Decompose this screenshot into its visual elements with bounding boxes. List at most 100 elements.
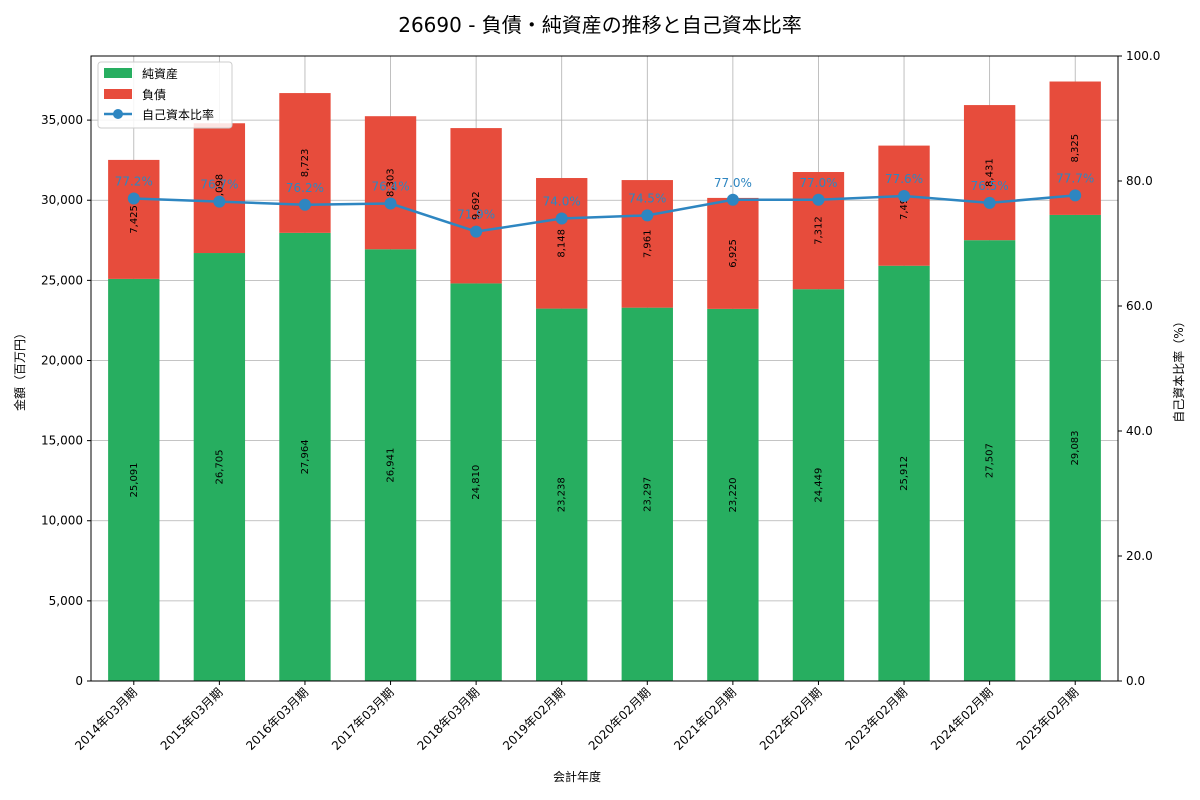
bar-liabilities	[193, 123, 246, 254]
x-tick-label: 2017年03月期	[329, 685, 397, 753]
y2-tick-label: 20.0	[1126, 549, 1153, 563]
y2-tick-label: 40.0	[1126, 424, 1153, 438]
bar-label-net-assets: 29,083	[1070, 430, 1081, 465]
ratio-value-label: 77.0%	[799, 176, 837, 190]
bar-liabilities	[450, 128, 502, 284]
x-tick-label: 2025年02月期	[1014, 685, 1082, 753]
y2-tick-label: 60.0	[1126, 299, 1153, 313]
bar-net-assets	[364, 249, 417, 681]
ratio-point	[1069, 189, 1082, 202]
x-tick-label: 2022年02月期	[757, 685, 825, 753]
ratio-point	[298, 198, 311, 211]
y-tick-label: 35,000	[41, 113, 83, 127]
ratio-value-label: 76.2%	[286, 181, 324, 195]
ratio-point	[384, 197, 397, 210]
bar-label-net-assets: 27,964	[300, 439, 311, 474]
y-tick-label: 10,000	[41, 514, 83, 528]
bar-net-assets	[963, 240, 1016, 682]
bar-net-assets	[878, 265, 930, 681]
ratio-value-label: 76.5%	[971, 179, 1009, 193]
legend-label-ratio: 自己資本比率	[142, 107, 214, 122]
bar-label-net-assets: 23,297	[642, 477, 653, 512]
ratio-point	[898, 190, 911, 202]
bar-label-net-assets: 23,220	[728, 477, 739, 512]
bar-label-liabilities: 7,312	[813, 216, 824, 245]
bar-label-liabilities: 8,723	[300, 149, 311, 178]
bar-label-liabilities: 8,098	[214, 174, 225, 203]
ratio-value-label: 74.0%	[543, 195, 581, 209]
bars-layer: 25,091 7,425 26,705 8,098 27,964 8,723 26,941 8…	[108, 81, 1101, 682]
bar-label-liabilities: 7,497	[899, 191, 910, 220]
ratio-point	[555, 212, 568, 225]
bar-label-liabilities: 9,692	[471, 191, 482, 220]
y-tick-label: 20,000	[41, 353, 83, 367]
x-axis-label: 会計年度	[553, 769, 601, 784]
ratio-value-label: 71.9%	[457, 208, 495, 222]
bar-net-assets	[536, 308, 588, 681]
bar-liabilities	[707, 197, 759, 309]
bar-label-net-assets: 25,091	[129, 462, 140, 497]
legend-swatch-net-assets	[104, 68, 132, 78]
x-tick-label: 2016年03月期	[243, 685, 311, 753]
bar-label-net-assets: 27,507	[985, 443, 996, 478]
y-tick-label: 30,000	[41, 193, 83, 207]
legend-swatch-liabilities	[104, 89, 132, 99]
bar-liabilities	[364, 116, 417, 250]
ratio-value-label: 74.5%	[628, 191, 666, 205]
x-tick-label: 2014年03月期	[72, 685, 140, 753]
bar-liabilities	[963, 105, 1016, 241]
y-tick-label: 15,000	[41, 434, 83, 448]
ratio-point	[983, 196, 996, 209]
legend-label-net-assets: 純資産	[142, 66, 178, 81]
ratio-point	[213, 195, 226, 208]
ratio-point	[641, 209, 654, 222]
bar-liabilities	[108, 159, 160, 279]
bar-label-net-assets: 25,912	[899, 456, 910, 491]
ratio-value-label: 76.4%	[371, 180, 409, 194]
legend-marker-ratio	[113, 109, 123, 119]
y2-tick-label: 0.0	[1126, 674, 1145, 688]
bar-label-liabilities: 8,303	[386, 168, 397, 197]
bar-label-net-assets: 23,238	[557, 477, 568, 512]
x-tick-label: 2023年02月期	[842, 685, 910, 753]
bar-label-liabilities: 7,961	[642, 230, 653, 259]
ratio-line	[133, 194, 1076, 233]
bar-label-liabilities: 6,925	[728, 239, 739, 268]
bar-label-liabilities: 7,425	[129, 205, 140, 234]
bar-label-net-assets: 24,449	[813, 468, 824, 503]
ratio-value-label: 77.7%	[1056, 171, 1094, 185]
bar-net-assets	[707, 308, 759, 681]
y-tick-label: 5,000	[49, 594, 83, 608]
ratio-line-layer: 77.2% 76.7% 76.2% 76.4% 71.9% 74.0% 74.5% 77.0%…	[115, 171, 1094, 238]
bar-net-assets	[1049, 214, 1101, 682]
y-axis-label: 金額（百万円）	[12, 327, 27, 411]
y2-tick-label: 80.0	[1126, 174, 1153, 188]
x-tick-label: 2021年02月期	[671, 685, 739, 753]
bar-net-assets	[792, 289, 845, 681]
x-tick-label: 2019年02月期	[500, 685, 568, 753]
bar-net-assets	[450, 283, 502, 681]
plot-frame	[90, 55, 1119, 682]
bar-liabilities	[792, 172, 845, 290]
y-tick-label: 0	[75, 674, 83, 688]
bar-label-liabilities: 8,325	[1070, 134, 1081, 163]
legend-box	[97, 61, 233, 129]
bar-label-liabilities: 8,148	[557, 229, 568, 258]
y-tick-label: 25,000	[41, 273, 83, 287]
legend: 純資産 負債 自己資本比率	[97, 61, 233, 129]
bar-net-assets	[193, 253, 246, 681]
ratio-point	[812, 193, 825, 206]
bar-net-assets	[279, 232, 331, 681]
chart-title: 26690 - 負債・純資産の推移と自己資本比率	[398, 13, 802, 37]
bar-liabilities	[878, 145, 930, 266]
bar-net-assets	[621, 307, 673, 681]
bar-label-net-assets: 26,941	[386, 448, 397, 483]
ratio-value-label: 76.7%	[200, 178, 238, 192]
ratio-value-label: 77.2%	[115, 175, 153, 189]
x-tick-label: 2024年02月期	[928, 685, 996, 753]
bar-label-liabilities: 8,431	[985, 158, 996, 187]
ratio-point	[127, 192, 140, 205]
bar-label-net-assets: 24,810	[471, 465, 482, 500]
